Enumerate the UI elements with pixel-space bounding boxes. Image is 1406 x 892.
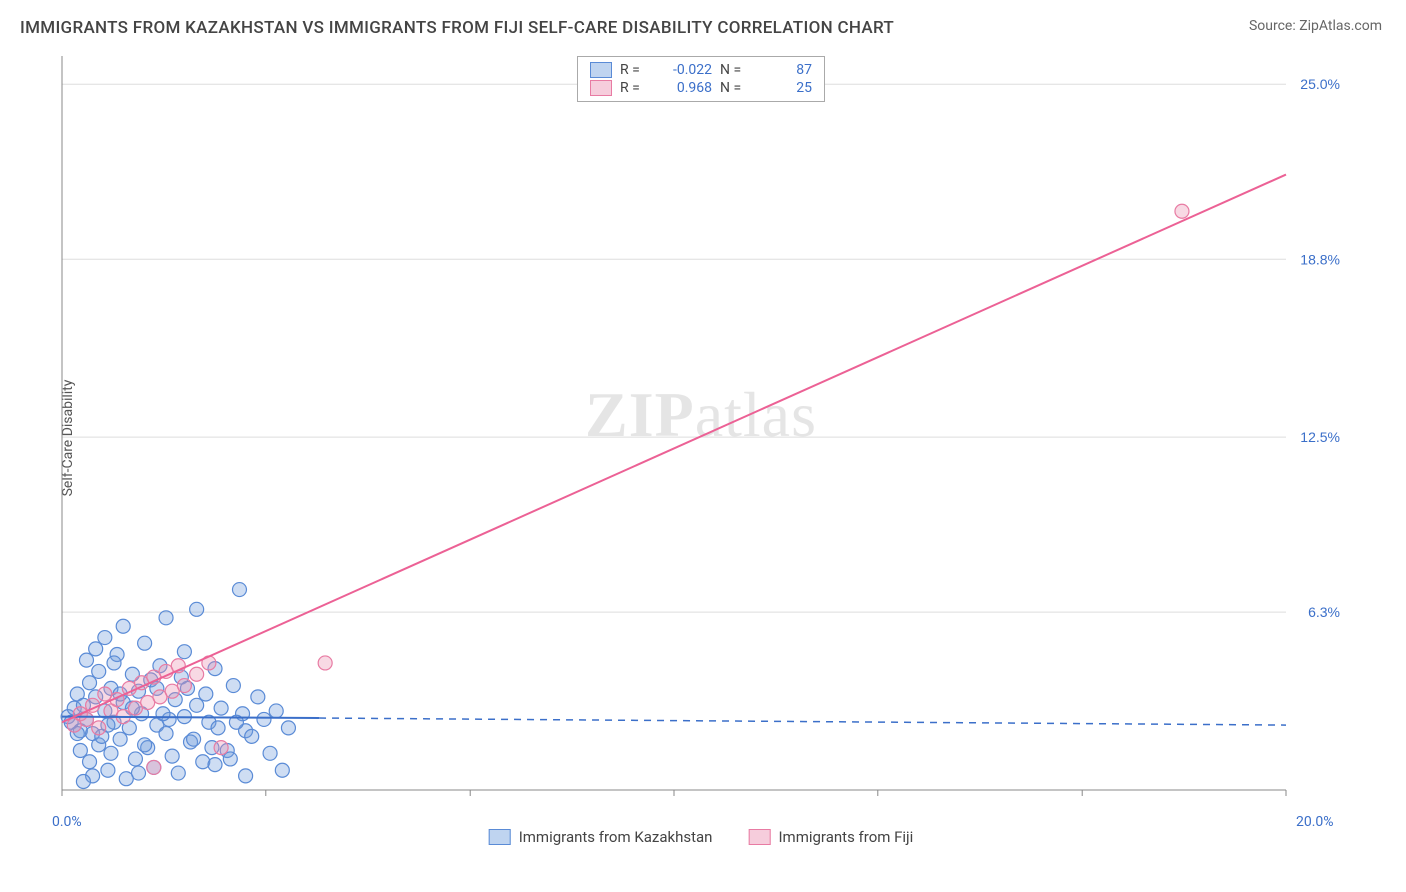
legend-row-fiji: R = 0.968 N = 25 bbox=[590, 79, 812, 97]
source-attribution: Source: ZipAtlas.com bbox=[1249, 18, 1382, 34]
svg-text:25.0%: 25.0% bbox=[1300, 76, 1340, 92]
svg-text:18.8%: 18.8% bbox=[1300, 251, 1340, 267]
chart-title: IMMIGRANTS FROM KAZAKHSTAN VS IMMIGRANTS… bbox=[20, 18, 894, 38]
legend-label: Immigrants from Fiji bbox=[778, 828, 913, 846]
correlation-legend: R = -0.022 N = 87 R = 0.968 N = 25 bbox=[577, 56, 825, 102]
swatch-pink bbox=[590, 80, 612, 96]
chart-area: Self-Care Disability ZIPatlas 6.3%12.5%1… bbox=[56, 50, 1346, 810]
r-label: R = bbox=[620, 80, 652, 96]
swatch-pink bbox=[748, 829, 770, 845]
r-value: 0.968 bbox=[660, 80, 712, 96]
r-label: R = bbox=[620, 62, 652, 78]
n-label: N = bbox=[720, 62, 752, 78]
n-value: 87 bbox=[760, 62, 812, 78]
r-value: -0.022 bbox=[660, 62, 712, 78]
legend-row-kazakhstan: R = -0.022 N = 87 bbox=[590, 61, 812, 79]
n-value: 25 bbox=[760, 80, 812, 96]
legend-item-kazakhstan: Immigrants from Kazakhstan bbox=[489, 828, 713, 846]
scatter-chart: 6.3% 12.5% 18.8% 25.0% bbox=[56, 50, 1346, 810]
x-tick-label: 0.0% bbox=[52, 814, 82, 830]
legend-item-fiji: Immigrants from Fiji bbox=[748, 828, 913, 846]
svg-text:12.5%: 12.5% bbox=[1300, 429, 1340, 445]
series-legend: Immigrants from Kazakhstan Immigrants fr… bbox=[489, 828, 914, 846]
x-tick-label: 20.0% bbox=[1296, 814, 1334, 830]
legend-label: Immigrants from Kazakhstan bbox=[519, 828, 713, 846]
svg-text:6.3%: 6.3% bbox=[1308, 604, 1340, 620]
swatch-blue bbox=[489, 829, 511, 845]
swatch-blue bbox=[590, 62, 612, 78]
n-label: N = bbox=[720, 80, 752, 96]
